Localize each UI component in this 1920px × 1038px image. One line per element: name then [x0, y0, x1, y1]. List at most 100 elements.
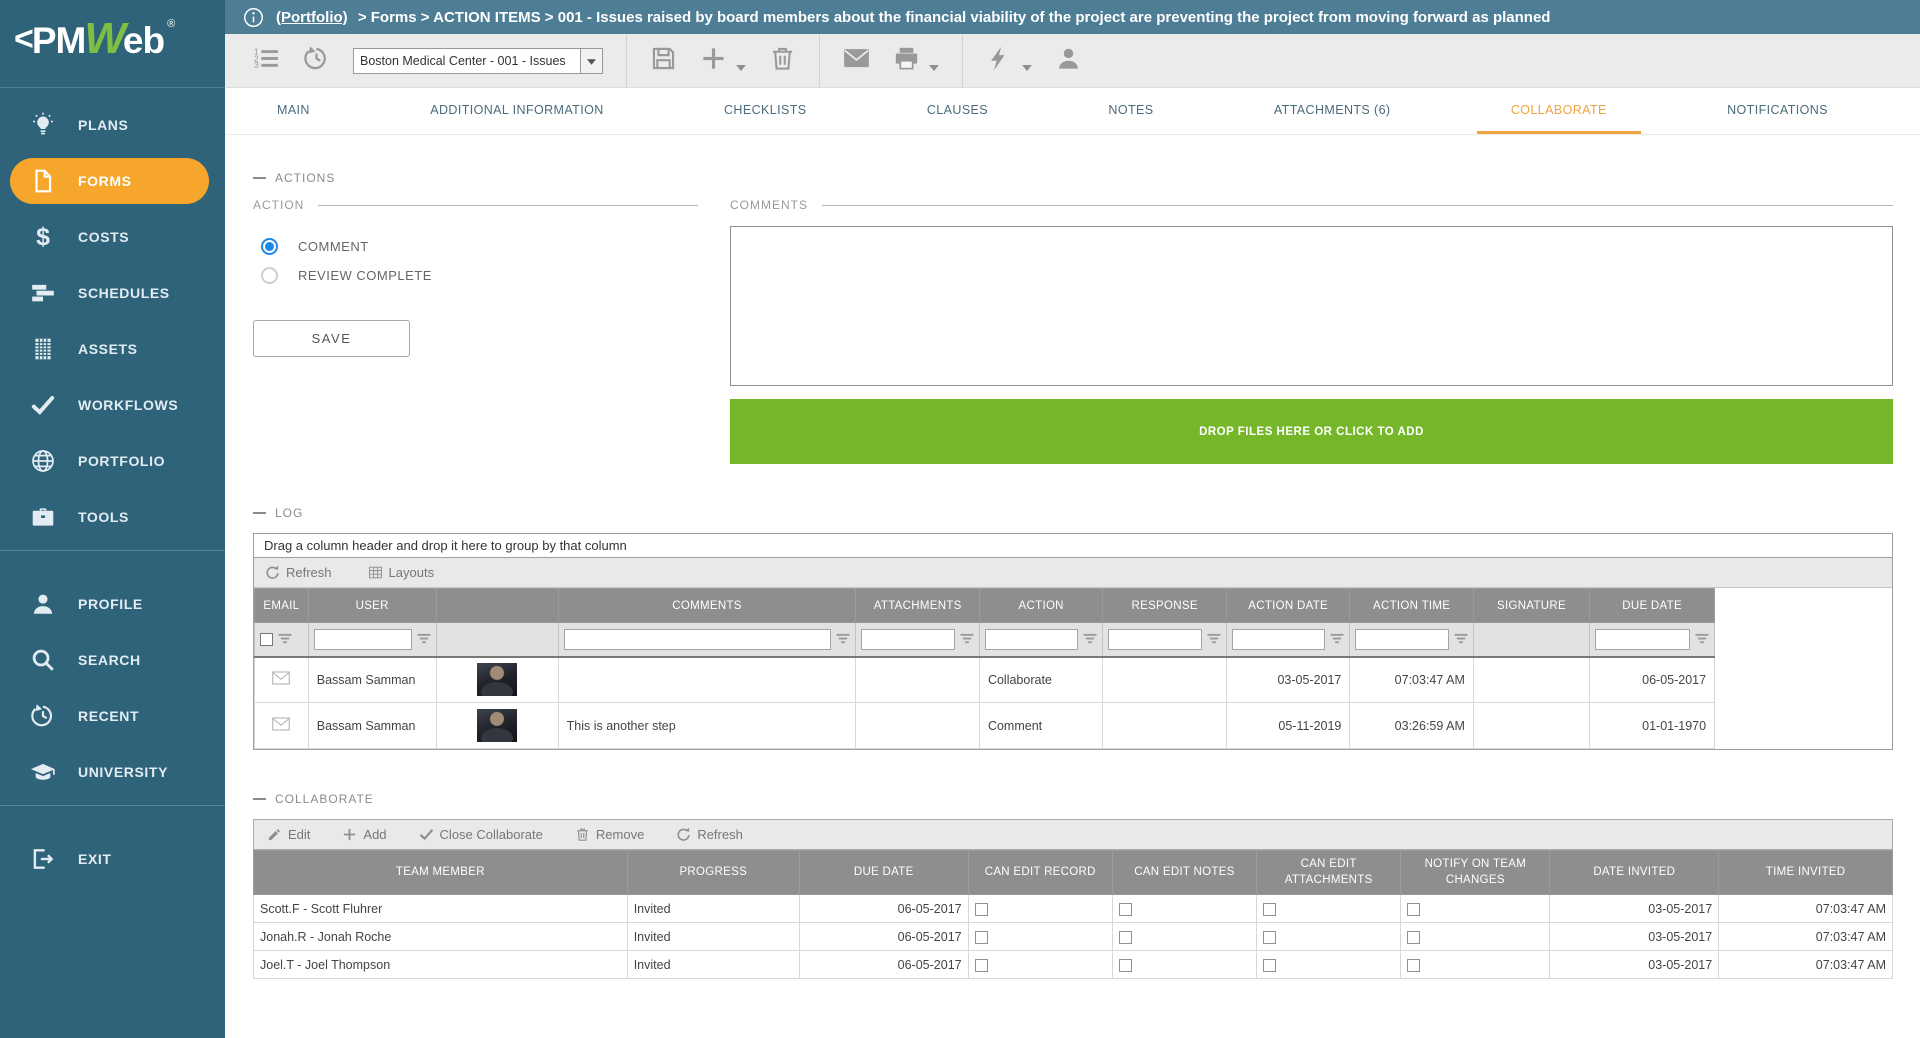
checkbox-notify_on_team_changes[interactable]	[1407, 902, 1421, 916]
collaborate-column-header-team-member[interactable]: TEAM MEMBER	[253, 850, 628, 895]
remove-button[interactable]: Remove	[575, 827, 644, 842]
tab-additional-information[interactable]: ADDITIONAL INFORMATION	[430, 102, 604, 117]
log-column-header-photo[interactable]	[435, 588, 559, 623]
collaborate-column-header-time-invited[interactable]: TIME INVITED	[1718, 850, 1893, 895]
group-by-dropzone[interactable]: Drag a column header and drop it here to…	[254, 534, 1892, 558]
workflow-action-button[interactable]	[986, 46, 1013, 74]
collaborate-column-header-progress[interactable]: PROGRESS	[626, 850, 800, 895]
breadcrumb-portfolio-link[interactable]: (Portfolio)	[276, 8, 348, 26]
refresh-button[interactable]: Refresh	[265, 565, 332, 580]
sidebar-item-assets[interactable]: ASSETS	[0, 326, 225, 372]
email-button[interactable]	[843, 47, 870, 74]
checkbox-can_edit_attachments[interactable]	[1263, 958, 1277, 972]
log-column-header-signature[interactable]: SIGNATURE	[1472, 588, 1591, 623]
refresh-button[interactable]: Refresh	[676, 827, 743, 842]
save-button[interactable]	[650, 47, 677, 74]
collapse-log-icon[interactable]	[253, 512, 266, 514]
filter-input[interactable]	[563, 628, 832, 650]
checkbox-can_edit_notes[interactable]	[1118, 902, 1132, 916]
sidebar-item-plans[interactable]: PLANS	[0, 102, 225, 148]
filter-input[interactable]	[861, 628, 955, 650]
checkbox-can_edit_record[interactable]	[974, 930, 988, 944]
collaborate-column-header-notify-on-team-changes[interactable]: NOTIFY ON TEAM CHANGES	[1400, 850, 1551, 895]
checkbox-notify_on_team_changes[interactable]	[1407, 958, 1421, 972]
tab-clauses[interactable]: CLAUSES	[926, 102, 989, 117]
log-column-header-comments[interactable]: COMMENTS	[557, 588, 857, 623]
log-column-header-attachments[interactable]: ATTACHMENTS	[855, 588, 980, 623]
add-button-caret[interactable]	[736, 58, 746, 71]
collapse-actions-icon[interactable]	[253, 177, 266, 179]
checkbox-can_edit_attachments[interactable]	[1263, 902, 1277, 916]
collaborate-column-header-due-date[interactable]: DUE DATE	[798, 850, 969, 895]
checkbox-can_edit_notes[interactable]	[1118, 930, 1132, 944]
team-member-row[interactable]: Scott.F - Scott Fluhrer Invited 06-05-2017…	[253, 894, 1893, 923]
sidebar-item-university[interactable]: UNIVERSITY	[0, 749, 225, 795]
checkbox-can_edit_attachments[interactable]	[1263, 930, 1277, 944]
comments-input[interactable]	[730, 226, 1893, 386]
team-member-row[interactable]: Joel.T - Joel Thompson Invited 06-05-2017 0…	[253, 950, 1893, 979]
filter-input[interactable]	[1355, 628, 1449, 650]
log-column-header-action-date[interactable]: ACTION DATE	[1225, 588, 1351, 623]
collaborate-column-header-can-edit-record[interactable]: CAN EDIT RECORD	[967, 850, 1113, 895]
print-button-caret[interactable]	[929, 58, 939, 71]
sidebar-item-recent[interactable]: RECENT	[0, 693, 225, 739]
collaborate-column-header-date-invited[interactable]: DATE INVITED	[1549, 850, 1720, 895]
save-button[interactable]: SAVE	[253, 320, 410, 357]
filter-checkbox[interactable]	[260, 632, 273, 646]
history-button[interactable]	[303, 45, 330, 74]
checkbox-notify_on_team_changes[interactable]	[1407, 930, 1421, 944]
sidebar-item-schedules[interactable]: SCHEDULES	[0, 270, 225, 316]
tab-notifications[interactable]: NOTIFICATIONS	[1727, 102, 1828, 117]
team-member-row[interactable]: Jonah.R - Jonah Roche Invited 06-05-2017 03…	[253, 922, 1893, 951]
sidebar-item-forms[interactable]: FORMS	[10, 158, 209, 204]
radio-unselected[interactable]	[261, 267, 278, 284]
sidebar-item-costs[interactable]: $ COSTS	[0, 214, 225, 260]
info-icon[interactable]	[243, 7, 264, 28]
file-dropzone[interactable]: DROP FILES HERE OR CLICK TO ADD	[730, 399, 1893, 464]
sidebar-item-tools[interactable]: TOOLS	[0, 494, 225, 540]
radio-selected[interactable]	[261, 238, 278, 255]
action-option-review-complete[interactable]: REVIEW COMPLETE	[261, 267, 698, 284]
collaborate-column-header-can-edit-notes[interactable]: CAN EDIT NOTES	[1111, 850, 1258, 895]
sidebar-item-profile[interactable]: PROFILE	[0, 581, 225, 627]
record-selector-dropdown-button[interactable]	[580, 48, 602, 73]
filter-input[interactable]	[984, 628, 1079, 650]
log-column-header-due-date[interactable]: DUE DATE	[1589, 588, 1716, 623]
collapse-collaborate-icon[interactable]	[253, 798, 266, 800]
checkbox-can_edit_record[interactable]	[974, 902, 988, 916]
tab-notes[interactable]: NOTES	[1108, 102, 1154, 117]
filter-input[interactable]	[1595, 628, 1691, 650]
log-row[interactable]: Bassam Samman This is another step Comment…	[254, 702, 1716, 749]
layouts-button[interactable]: Layouts	[368, 565, 434, 580]
close-collaborate-button[interactable]: Close Collaborate	[419, 827, 543, 842]
sidebar-item-portfolio[interactable]: PORTFOLIO	[0, 438, 225, 484]
log-column-header-action-time[interactable]: ACTION TIME	[1349, 588, 1474, 623]
tab-attachments-6[interactable]: ATTACHMENTS (6)	[1273, 102, 1391, 117]
action-option-comment[interactable]: COMMENT	[261, 238, 698, 255]
edit-button[interactable]: Edit	[267, 827, 310, 842]
record-selector[interactable]: Boston Medical Center - 001 - Issues	[353, 47, 603, 74]
add-button[interactable]: Add	[342, 827, 387, 842]
checkbox-can_edit_record[interactable]	[974, 958, 988, 972]
log-column-header-email[interactable]: EMAIL	[254, 588, 309, 623]
filter-input[interactable]	[1231, 628, 1326, 650]
print-button[interactable]	[893, 47, 920, 74]
log-column-header-action[interactable]: ACTION	[978, 588, 1104, 623]
collaborate-column-header-can-edit-attachments[interactable]: CAN EDIT ATTACHMENTS	[1256, 850, 1402, 895]
checkbox-can_edit_notes[interactable]	[1118, 958, 1132, 972]
add-button[interactable]	[700, 47, 727, 74]
sidebar-item-exit[interactable]: EXIT	[0, 836, 225, 882]
filter-input[interactable]	[1108, 628, 1202, 650]
delete-button[interactable]	[769, 47, 796, 74]
sidebar-item-search[interactable]: SEARCH	[0, 637, 225, 683]
sidebar-item-workflows[interactable]: WORKFLOWS	[0, 382, 225, 428]
log-column-header-response[interactable]: RESPONSE	[1102, 588, 1227, 623]
filter-input[interactable]	[313, 628, 412, 650]
user-button[interactable]	[1055, 47, 1082, 74]
tab-main[interactable]: MAIN	[277, 102, 310, 117]
workflow-action-button-caret[interactable]	[1022, 58, 1032, 71]
log-row[interactable]: Bassam Samman Collaborate 03-05-2017 07:03:…	[254, 656, 1716, 703]
tab-collaborate[interactable]: COLLABORATE	[1476, 88, 1641, 134]
